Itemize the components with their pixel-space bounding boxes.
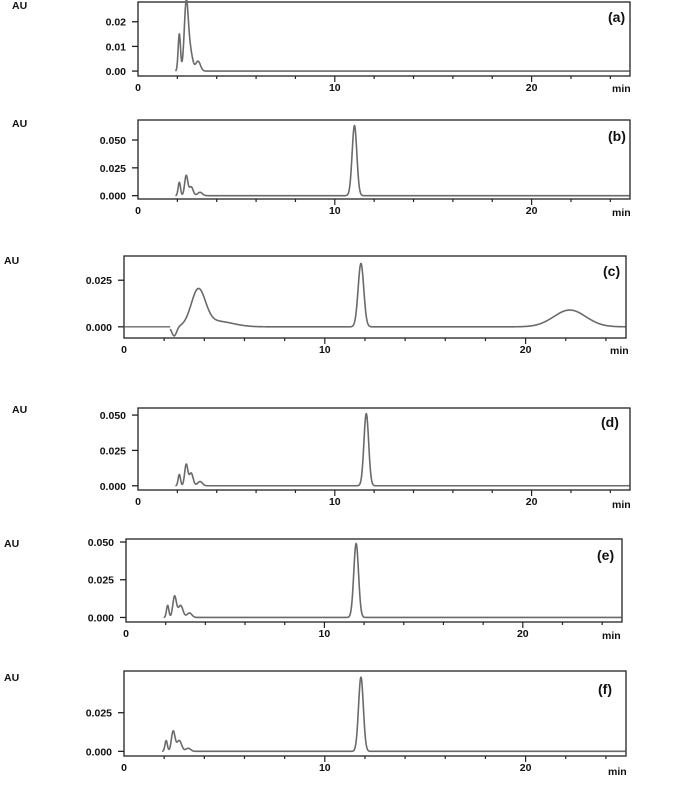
chromatogram-trace [169,262,626,337]
x-tick-label: 0 [123,628,129,640]
panel-label: (d) [601,414,619,430]
y-tick-label: 0.02 [106,17,127,29]
x-tick-label: 10 [319,762,331,774]
y-unit-label: AU [4,255,19,267]
y-tick-label: 0.025 [100,445,126,457]
plot-frame [137,407,631,491]
x-tick-label: 10 [329,82,341,94]
chromatogram-trace [174,0,631,72]
x-unit-label: min [610,345,629,357]
y-tick-label: 0.000 [100,481,126,493]
chromatogram-panel-c: 0.000 0.025 0 10 20 AU min (c) [4,255,629,357]
plot-frame [137,119,631,200]
x-tick-label: 10 [319,628,331,640]
x-tick-label: 20 [520,344,532,356]
y-tick-label: 0.025 [100,163,126,175]
x-unit-label: min [612,499,631,511]
chromatogram-panel-e: 0.000 0.025 0.050 0 10 20 AU min (e) [4,537,623,642]
panel-label: (e) [597,547,614,563]
x-tick-label: 10 [329,496,341,508]
x-tick-label: 0 [135,82,141,94]
chromatogram-panel-f: 0.000 0.025 0 10 20 AU min (f) [4,670,627,778]
x-tick-label: 20 [526,205,538,217]
x-tick-label: 20 [517,628,529,640]
y-tick-label: 0.000 [100,191,126,203]
chromatogram-trace [161,676,626,753]
x-unit-label: min [608,766,627,778]
panel-label: (f) [598,681,612,697]
x-tick-label: 0 [135,205,141,217]
plot-frame [137,1,631,77]
y-tick-label: 0.050 [100,135,126,147]
x-tick-label: 0 [121,762,127,774]
y-tick-label: 0.00 [106,66,127,78]
y-unit-label: AU [12,0,27,12]
y-tick-label: 0.01 [106,41,127,53]
y-tick-label: 0.025 [88,575,114,587]
plot-frame [123,255,627,339]
x-tick-label: 0 [135,496,141,508]
x-tick-label: 20 [526,82,538,94]
x-tick-label: 10 [319,344,331,356]
chromatogram-trace [163,542,623,619]
plot-frame [123,670,627,757]
x-unit-label: min [612,83,631,95]
x-tick-label: 20 [526,496,538,508]
panel-label: (c) [603,263,620,279]
y-unit-label: AU [4,672,19,684]
y-tick-label: 0.000 [86,746,112,758]
chromatogram-trace [174,412,631,487]
chromatogram-panel-d: 0.000 0.025 0.050 0 10 20 AU min (d) [12,404,631,511]
chromatogram-panel-b: 0.000 0.025 0.050 0 10 20 AU min (b) [12,118,631,219]
y-tick-label: 0.050 [88,537,114,549]
y-unit-label: AU [4,538,19,550]
panel-label: (a) [608,9,625,25]
x-unit-label: min [602,630,621,642]
chromatogram-trace [174,124,631,197]
chromatogram-panel-a: 0.00 0.01 0.02 0 10 20 AU min (a) [12,0,631,95]
y-tick-label: 0.025 [86,708,112,720]
y-tick-label: 0.000 [88,612,114,624]
x-tick-label: 0 [121,344,127,356]
y-tick-label: 0.050 [100,410,126,422]
y-tick-label: 0.025 [86,275,112,287]
y-unit-label: AU [12,118,27,130]
x-tick-label: 10 [329,205,341,217]
plot-frame [125,538,623,623]
x-unit-label: min [612,207,631,219]
x-tick-label: 20 [520,762,532,774]
y-unit-label: AU [12,404,27,416]
y-tick-label: 0.000 [86,322,112,334]
panel-label: (b) [608,128,626,144]
